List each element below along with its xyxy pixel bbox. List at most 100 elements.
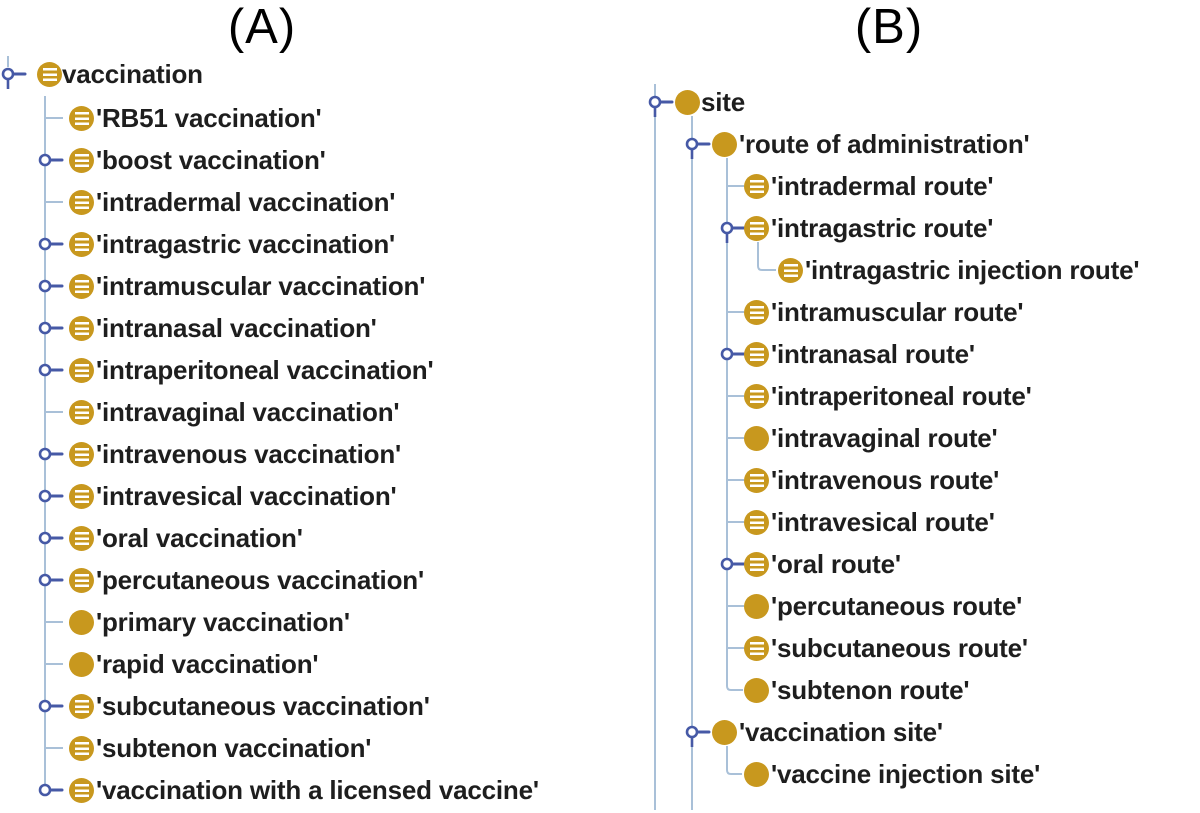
- tree-node-label[interactable]: 'intramuscular vaccination': [96, 271, 426, 301]
- tree-node[interactable]: 'vaccination site': [0, 711, 1200, 753]
- expander-closed-icon[interactable]: [37, 144, 67, 178]
- tree-node[interactable]: 'RB51 vaccination': [0, 97, 1200, 139]
- tree-node-label[interactable]: 'boost vaccination': [96, 145, 326, 175]
- tree-node[interactable]: 'subcutaneous route': [0, 627, 1200, 669]
- annotated-term-icon: [744, 551, 769, 577]
- expander-closed-icon[interactable]: [37, 774, 67, 808]
- tree-node[interactable]: 'intraperitoneal route': [0, 375, 1200, 417]
- tree-node-label[interactable]: 'oral route': [771, 549, 901, 579]
- expander-open-icon[interactable]: [719, 212, 749, 246]
- tree-node-label[interactable]: 'oral vaccination': [96, 523, 303, 553]
- tree-node[interactable]: 'intravaginal route': [0, 417, 1200, 459]
- tree-node-label[interactable]: 'intragastric injection route': [805, 255, 1140, 285]
- tree-node-label[interactable]: 'intranasal route': [771, 339, 975, 369]
- expander-closed-icon[interactable]: [719, 338, 749, 372]
- tree-node-label[interactable]: 'intravaginal vaccination': [96, 397, 400, 427]
- expander-closed-icon[interactable]: [37, 228, 67, 262]
- annotated-term-icon: [69, 525, 94, 551]
- tree-node[interactable]: vaccination: [0, 53, 1200, 95]
- tree-node[interactable]: 'subcutaneous vaccination': [0, 685, 1200, 727]
- tree-node[interactable]: 'route of administration': [0, 123, 1200, 165]
- tree-node-label[interactable]: vaccination: [62, 59, 203, 89]
- tree-node-label[interactable]: 'subtenon vaccination': [96, 733, 372, 763]
- expander-closed-icon[interactable]: [37, 438, 67, 472]
- tree-node[interactable]: 'boost vaccination': [0, 139, 1200, 181]
- tree-node-label[interactable]: 'subtenon route': [771, 675, 970, 705]
- expander-closed-icon[interactable]: [37, 564, 67, 598]
- tree-node-label[interactable]: 'intragastric route': [771, 213, 994, 243]
- tree-node[interactable]: 'intravaginal vaccination': [0, 391, 1200, 433]
- annotated-term-icon: [69, 273, 94, 299]
- tree-node-label[interactable]: 'intravesical route': [771, 507, 995, 537]
- tree-node[interactable]: 'vaccination with a licensed vaccine': [0, 769, 1200, 811]
- tree-node-label[interactable]: 'intraperitoneal vaccination': [96, 355, 434, 385]
- tree-node[interactable]: 'percutaneous route': [0, 585, 1200, 627]
- expander-closed-icon[interactable]: [37, 522, 67, 556]
- tree-node-label[interactable]: 'RB51 vaccination': [96, 103, 322, 133]
- tree-node[interactable]: 'rapid vaccination': [0, 643, 1200, 685]
- tree-node[interactable]: 'subtenon route': [0, 669, 1200, 711]
- tree-node-label[interactable]: 'vaccination with a licensed vaccine': [96, 775, 539, 805]
- tree-node[interactable]: 'oral route': [0, 543, 1200, 585]
- tree-node[interactable]: 'intragastric route': [0, 207, 1200, 249]
- expander-closed-icon[interactable]: [37, 270, 67, 304]
- tree-node[interactable]: 'vaccine injection site': [0, 753, 1200, 795]
- tree-node-label[interactable]: 'intravesical vaccination': [96, 481, 397, 511]
- tree-node[interactable]: 'intradermal vaccination': [0, 181, 1200, 223]
- tree-node[interactable]: 'intravesical route': [0, 501, 1200, 543]
- tree-node-label[interactable]: 'vaccine injection site': [771, 759, 1041, 789]
- expander-closed-icon[interactable]: [37, 480, 67, 514]
- tree-node[interactable]: 'subtenon vaccination': [0, 727, 1200, 769]
- tree-node-label[interactable]: 'intravenous route': [771, 465, 1000, 495]
- tree-node[interactable]: 'intravenous vaccination': [0, 433, 1200, 475]
- tree-node[interactable]: 'primary vaccination': [0, 601, 1200, 643]
- tree-node[interactable]: 'intragastric vaccination': [0, 223, 1200, 265]
- tree-node-label[interactable]: site: [701, 87, 746, 117]
- tree-node-label[interactable]: 'intravenous vaccination': [96, 439, 402, 469]
- tree-node-label[interactable]: 'subcutaneous route': [771, 633, 1028, 663]
- tree-node[interactable]: 'oral vaccination': [0, 517, 1200, 559]
- tree-node[interactable]: 'intraperitoneal vaccination': [0, 349, 1200, 391]
- tree-node[interactable]: site: [0, 81, 1200, 123]
- panel-a-label: (A): [227, 0, 297, 54]
- expander-open-icon[interactable]: [0, 58, 30, 92]
- tree-node-label[interactable]: 'intramuscular route': [771, 297, 1024, 327]
- annotated-term-icon: [69, 441, 94, 467]
- expander-open-icon[interactable]: [684, 716, 714, 750]
- tree-node-label[interactable]: 'intravaginal route': [771, 423, 998, 453]
- expander-closed-icon[interactable]: [37, 354, 67, 388]
- tree-node[interactable]: 'intramuscular vaccination': [0, 265, 1200, 307]
- tree-node[interactable]: 'intranasal vaccination': [0, 307, 1200, 349]
- expander-open-icon[interactable]: [684, 128, 714, 162]
- tree-node-label[interactable]: 'percutaneous route': [771, 591, 1023, 621]
- tree-node[interactable]: 'intradermal route': [0, 165, 1200, 207]
- annotated-term-icon: [69, 231, 94, 257]
- tree-node-label[interactable]: 'route of administration': [739, 129, 1030, 159]
- annotated-term-icon: [69, 777, 94, 803]
- expander-closed-icon[interactable]: [719, 548, 749, 582]
- tree-node-label[interactable]: 'vaccination site': [739, 717, 943, 747]
- expander-closed-icon[interactable]: [37, 312, 67, 346]
- tree-node-label[interactable]: 'percutaneous vaccination': [96, 565, 424, 595]
- tree-node-label[interactable]: 'intradermal vaccination': [96, 187, 396, 217]
- tree-node[interactable]: 'intragastric injection route': [0, 249, 1200, 291]
- annotated-term-icon: [69, 567, 94, 593]
- tree-node-label[interactable]: 'intragastric vaccination': [96, 229, 396, 259]
- plain-term-icon: [744, 761, 769, 787]
- tree-node[interactable]: 'percutaneous vaccination': [0, 559, 1200, 601]
- tree-node-label[interactable]: 'intranasal vaccination': [96, 313, 377, 343]
- tree-node-label[interactable]: 'subcutaneous vaccination': [96, 691, 430, 721]
- annotated-term-icon: [69, 315, 94, 341]
- tree-node[interactable]: 'intravenous route': [0, 459, 1200, 501]
- tree-node-label[interactable]: 'primary vaccination': [96, 607, 350, 637]
- tree-node[interactable]: 'intravesical vaccination': [0, 475, 1200, 517]
- plain-term-icon: [675, 89, 700, 115]
- tree-node-label[interactable]: 'intradermal route': [771, 171, 994, 201]
- plain-term-icon: [712, 719, 737, 745]
- tree-node[interactable]: 'intranasal route': [0, 333, 1200, 375]
- tree-node-label[interactable]: 'intraperitoneal route': [771, 381, 1032, 411]
- expander-closed-icon[interactable]: [37, 690, 67, 724]
- tree-node-label[interactable]: 'rapid vaccination': [96, 649, 319, 679]
- tree-node[interactable]: 'intramuscular route': [0, 291, 1200, 333]
- expander-open-icon[interactable]: [647, 86, 677, 120]
